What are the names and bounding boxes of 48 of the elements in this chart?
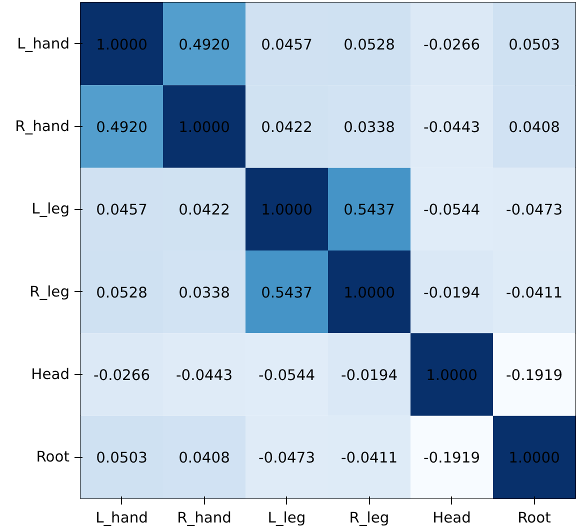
y-tick-label: R_leg [30,283,70,300]
data-label: -0.0411 [340,450,398,467]
y-tick-label: R_hand [15,118,70,135]
data-label: -0.0473 [258,450,316,467]
x-tick-label: Head [432,510,471,526]
data-label: 0.5437 [261,284,312,302]
data-label: 0.0528 [344,36,395,54]
y-tick-label: L_hand [17,35,70,52]
data-label: -0.0411 [506,284,563,302]
x-tick-label: L_hand [96,510,148,526]
x-tick-label: Root [518,510,552,526]
x-tick-label: L_leg [268,510,306,526]
data-label: -0.0266 [93,367,150,384]
data-label: 0.0457 [261,36,312,54]
data-label: 0.0338 [344,119,395,136]
data-label: -0.1919 [423,450,480,467]
data-label: 0.0422 [261,119,312,136]
data-label: 0.0408 [178,450,230,467]
data-label: 1.0000 [178,119,230,136]
data-label: -0.0544 [423,202,480,219]
data-label: 0.0408 [508,119,560,136]
data-label: 1.0000 [96,36,148,54]
x-tick-label: R_hand [177,510,232,526]
data-label: -0.1919 [506,367,563,384]
data-label: 0.0528 [96,284,148,302]
data-label: -0.0473 [506,202,563,219]
data-label: -0.0443 [423,119,480,136]
data-label: -0.0194 [340,367,398,384]
data-label: -0.0544 [258,367,316,384]
data-label: 1.0000 [261,202,312,219]
data-label: 1.0000 [344,284,395,302]
data-label: 0.0422 [178,202,230,219]
x-tick-label: R_leg [349,510,390,526]
data-label: 0.0457 [96,202,148,219]
y-tick-label: Head [31,366,70,383]
data-label: 0.0338 [178,284,230,302]
data-label: 1.0000 [426,367,478,384]
data-label: 0.5437 [344,202,395,219]
data-label: 0.4920 [178,36,230,54]
data-label: -0.0443 [176,367,233,384]
data-label: 0.4920 [96,119,148,136]
data-label: -0.0194 [423,284,480,302]
y-tick-label: Root [36,448,70,466]
data-label: 0.0503 [508,36,560,54]
data-label: 1.0000 [508,450,560,467]
data-label: -0.0266 [423,36,480,54]
y-tick-label: L_leg [32,200,70,218]
data-label: 0.0503 [96,450,148,467]
